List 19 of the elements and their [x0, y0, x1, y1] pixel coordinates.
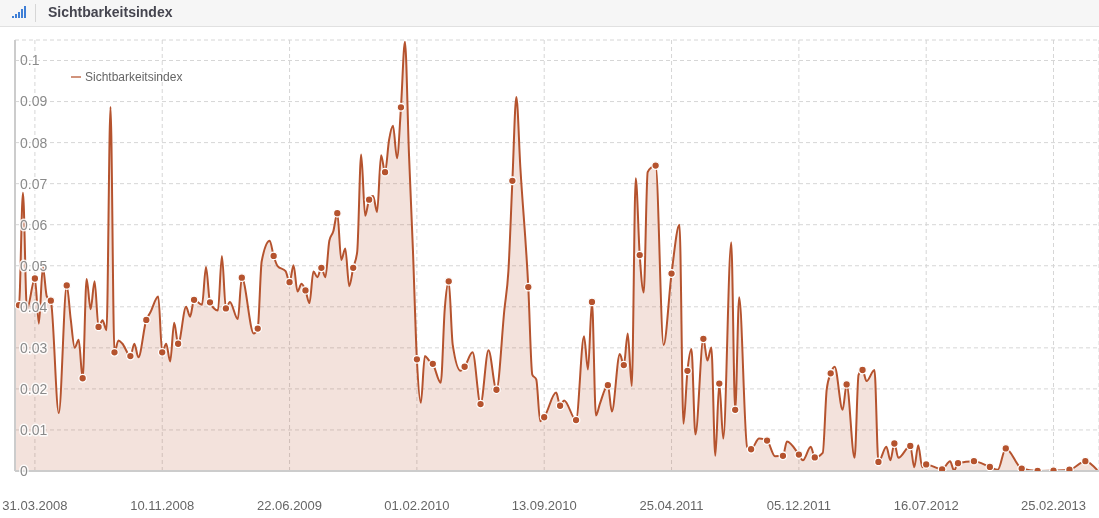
y-tick-label: 0.01: [20, 421, 48, 438]
y-tick-label: 0: [20, 462, 28, 479]
x-tick-label: 16.07.2012: [893, 498, 959, 513]
x-tick-label: 05.12.2011: [766, 498, 831, 513]
x-tick-label: 13.09.2010: [511, 498, 577, 513]
x-tick-label: 01.02.2010: [384, 498, 450, 513]
y-tick-label: 0.03: [20, 339, 48, 356]
x-tick-label: 10.11.2008: [130, 498, 195, 513]
chart-title: Sichtbarkeitsindex: [48, 4, 173, 20]
x-tick-label: 25.04.2011: [639, 498, 704, 513]
x-tick-label: 25.02.2013: [1020, 498, 1087, 513]
y-tick-label: 0.08: [20, 134, 48, 151]
y-tick-label: 0.09: [20, 93, 48, 110]
y-tick-label: 0.07: [20, 175, 48, 192]
x-tick-label: 31.03.2008: [2, 498, 68, 513]
y-tick-label: 0.02: [20, 380, 48, 397]
legend-label: Sichtbarkeitsindex: [85, 70, 183, 84]
y-tick-label: 0.1: [20, 52, 40, 69]
x-tick-label: 22.06.2009: [257, 498, 323, 513]
